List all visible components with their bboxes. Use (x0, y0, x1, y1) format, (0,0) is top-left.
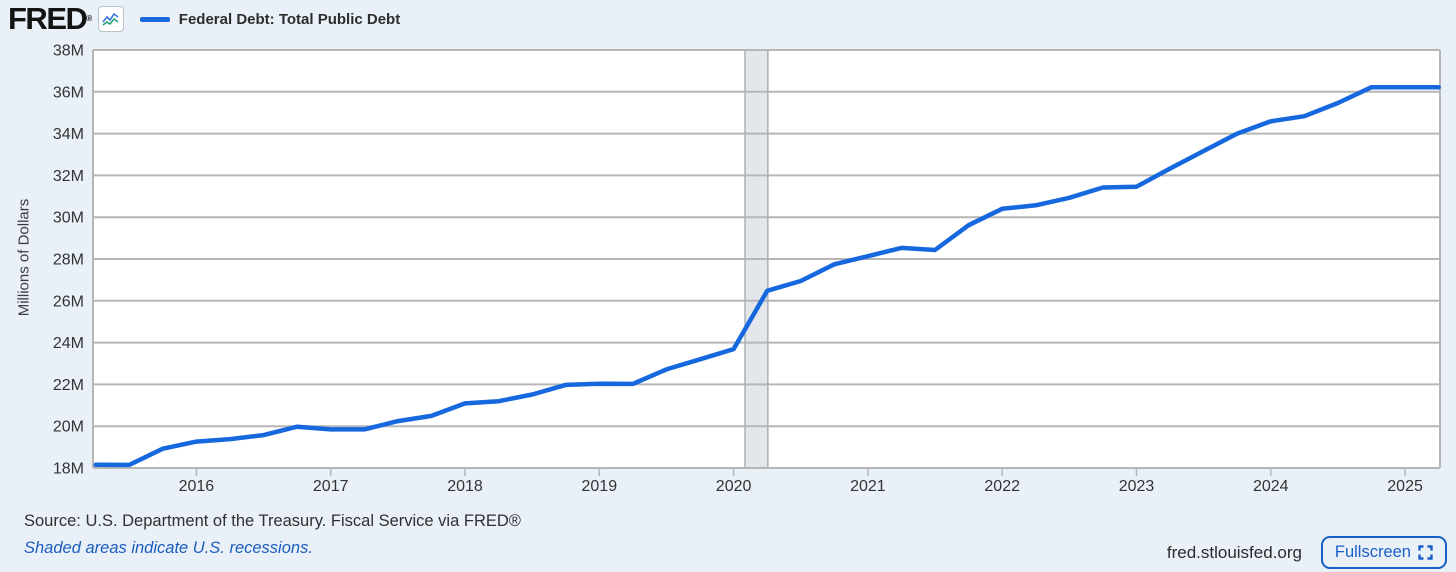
fred-site-link[interactable]: fred.stlouisfed.org (1166, 543, 1302, 562)
y-tick-label: 34M (53, 126, 84, 143)
legend-series-label: Federal Debt: Total Public Debt (178, 10, 401, 28)
x-tick-label: 2020 (716, 478, 752, 495)
y-axis-title: Millions of Dollars (15, 198, 33, 317)
x-tick-label: 2017 (313, 478, 349, 495)
x-tick-label: 2023 (1119, 478, 1155, 495)
y-tick-label: 24M (53, 335, 84, 352)
fullscreen-expand-icon (1418, 545, 1433, 560)
series-legend[interactable]: Federal Debt: Total Public Debt (139, 10, 401, 28)
y-tick-label: 36M (53, 84, 84, 101)
fred-logo: FRED® (8, 1, 92, 36)
chart-header: FRED® Federal Debt: Total Public Debt (8, 1, 401, 36)
x-tick-label: 2024 (1253, 478, 1289, 495)
y-tick-label: 18M (53, 461, 84, 478)
y-tick-label: 30M (53, 210, 84, 227)
x-tick-label: 2019 (582, 478, 618, 495)
y-tick-label: 22M (53, 377, 84, 394)
fullscreen-button[interactable]: Fullscreen (1320, 536, 1447, 569)
y-tick-label: 38M (53, 43, 84, 60)
fullscreen-button-label: Fullscreen (1334, 543, 1411, 561)
recessions-note-link[interactable]: Shaded areas indicate U.S. recessions. (24, 539, 313, 557)
y-tick-label: 28M (53, 252, 84, 269)
registered-mark: ® (86, 14, 92, 23)
x-tick-label: 2016 (179, 478, 215, 495)
debt-chart[interactable]: 18M 20M 22M 24M 26M 28M 30M 32M 34M 36M 38M 2016 201… (0, 0, 1456, 508)
legend-line-swatch (139, 16, 170, 22)
x-tick-label: 2021 (850, 478, 886, 495)
y-tick-label: 26M (53, 293, 84, 310)
mini-chart-icon (97, 6, 124, 32)
x-tick-label: 2025 (1387, 478, 1423, 495)
source-text: Source: U.S. Department of the Treasury.… (24, 512, 521, 530)
x-tick-label: 2022 (984, 478, 1020, 495)
x-tick-label: 2018 (447, 478, 483, 495)
debt-series-line[interactable] (93, 84, 1441, 468)
y-tick-label: 20M (53, 419, 84, 436)
y-tick-label: 32M (53, 168, 84, 185)
